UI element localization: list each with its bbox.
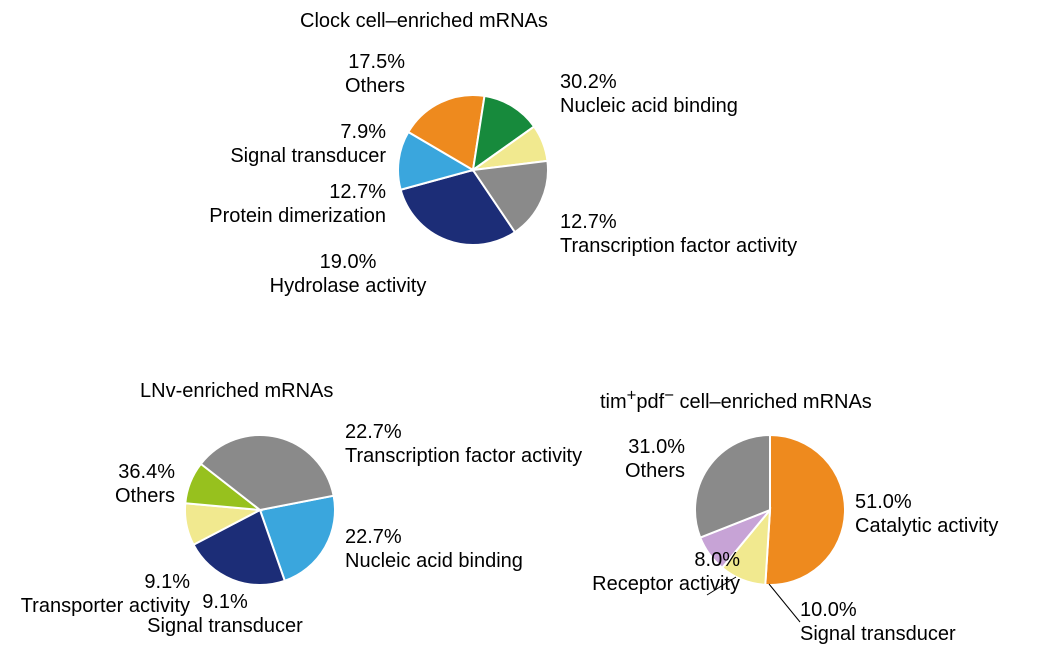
chart-title-clock: Clock cell–enriched mRNAs [300,10,548,33]
slice-name: Hydrolase activity [270,274,427,298]
slice-percent: 19.0% [270,250,427,274]
chart-title-lnv: LNv-enriched mRNAs [140,380,333,403]
pie-slice-label: 22.7%Nucleic acid binding [345,525,523,573]
figure-canvas: Clock cell–enriched mRNAs LNv-enriched m… [0,0,1050,658]
pie-chart-clock [396,93,550,247]
slice-name: Nucleic acid binding [345,549,523,573]
slice-name: Protein dimerization [209,204,386,228]
pie-slice-label: 30.2%Nucleic acid binding [560,70,738,118]
slice-percent: 10.0% [800,598,956,622]
pie-slice-label: 7.9%Signal transducer [230,120,386,168]
chart-title-text: Clock cell–enriched mRNAs [300,10,548,32]
chart-title-text: tim+pdf− cell–enriched mRNAs [600,391,872,413]
slice-name: Signal transducer [800,622,956,646]
pie-slice-label: 22.7%Transcription factor activity [345,420,582,468]
pie-slice-label: 17.5%Others [345,50,405,98]
slice-name: Transcription factor activity [345,444,582,468]
pie-slice-label: 12.7%Protein dimerization [209,180,386,228]
slice-name: Signal transducer [230,144,386,168]
slice-name: Catalytic activity [855,514,998,538]
slice-percent: 12.7% [209,180,386,204]
slice-percent: 12.7% [560,210,797,234]
slice-percent: 36.4% [115,460,175,484]
slice-percent: 30.2% [560,70,738,94]
slice-name: Transporter activity [21,594,190,618]
slice-percent: 22.7% [345,525,523,549]
pie-slice-label: 36.4%Others [115,460,175,508]
pie-slice-label: 51.0%Catalytic activity [855,490,998,538]
slice-percent: 9.1% [21,570,190,594]
chart-title-timpdf: tim+pdf− cell–enriched mRNAs [600,385,872,414]
pie-slice-label: 8.0%Receptor activity [592,548,740,596]
pie-slice-label: 31.0%Others [625,435,685,483]
slice-name: Transcription factor activity [560,234,797,258]
pie-slice-label: 9.1%Transporter activity [21,570,190,618]
slice-name: Others [115,484,175,508]
slice-percent: 51.0% [855,490,998,514]
slice-percent: 17.5% [345,50,405,74]
pie-slice-label: 19.0%Hydrolase activity [270,250,427,298]
pie-slice-label: 10.0%Signal transducer [800,598,956,646]
slice-name: Nucleic acid binding [560,94,738,118]
slice-percent: 8.0% [592,548,740,572]
leader-line [769,584,800,622]
slice-percent: 7.9% [230,120,386,144]
chart-title-text: LNv-enriched mRNAs [140,380,333,402]
pie-slice [765,435,845,585]
pie-slice-label: 12.7%Transcription factor activity [560,210,797,258]
slice-percent: 22.7% [345,420,582,444]
slice-name: Others [625,459,685,483]
slice-name: Receptor activity [592,572,740,596]
pie-chart-lnv [183,433,337,587]
slice-name: Others [345,74,405,98]
slice-percent: 31.0% [625,435,685,459]
